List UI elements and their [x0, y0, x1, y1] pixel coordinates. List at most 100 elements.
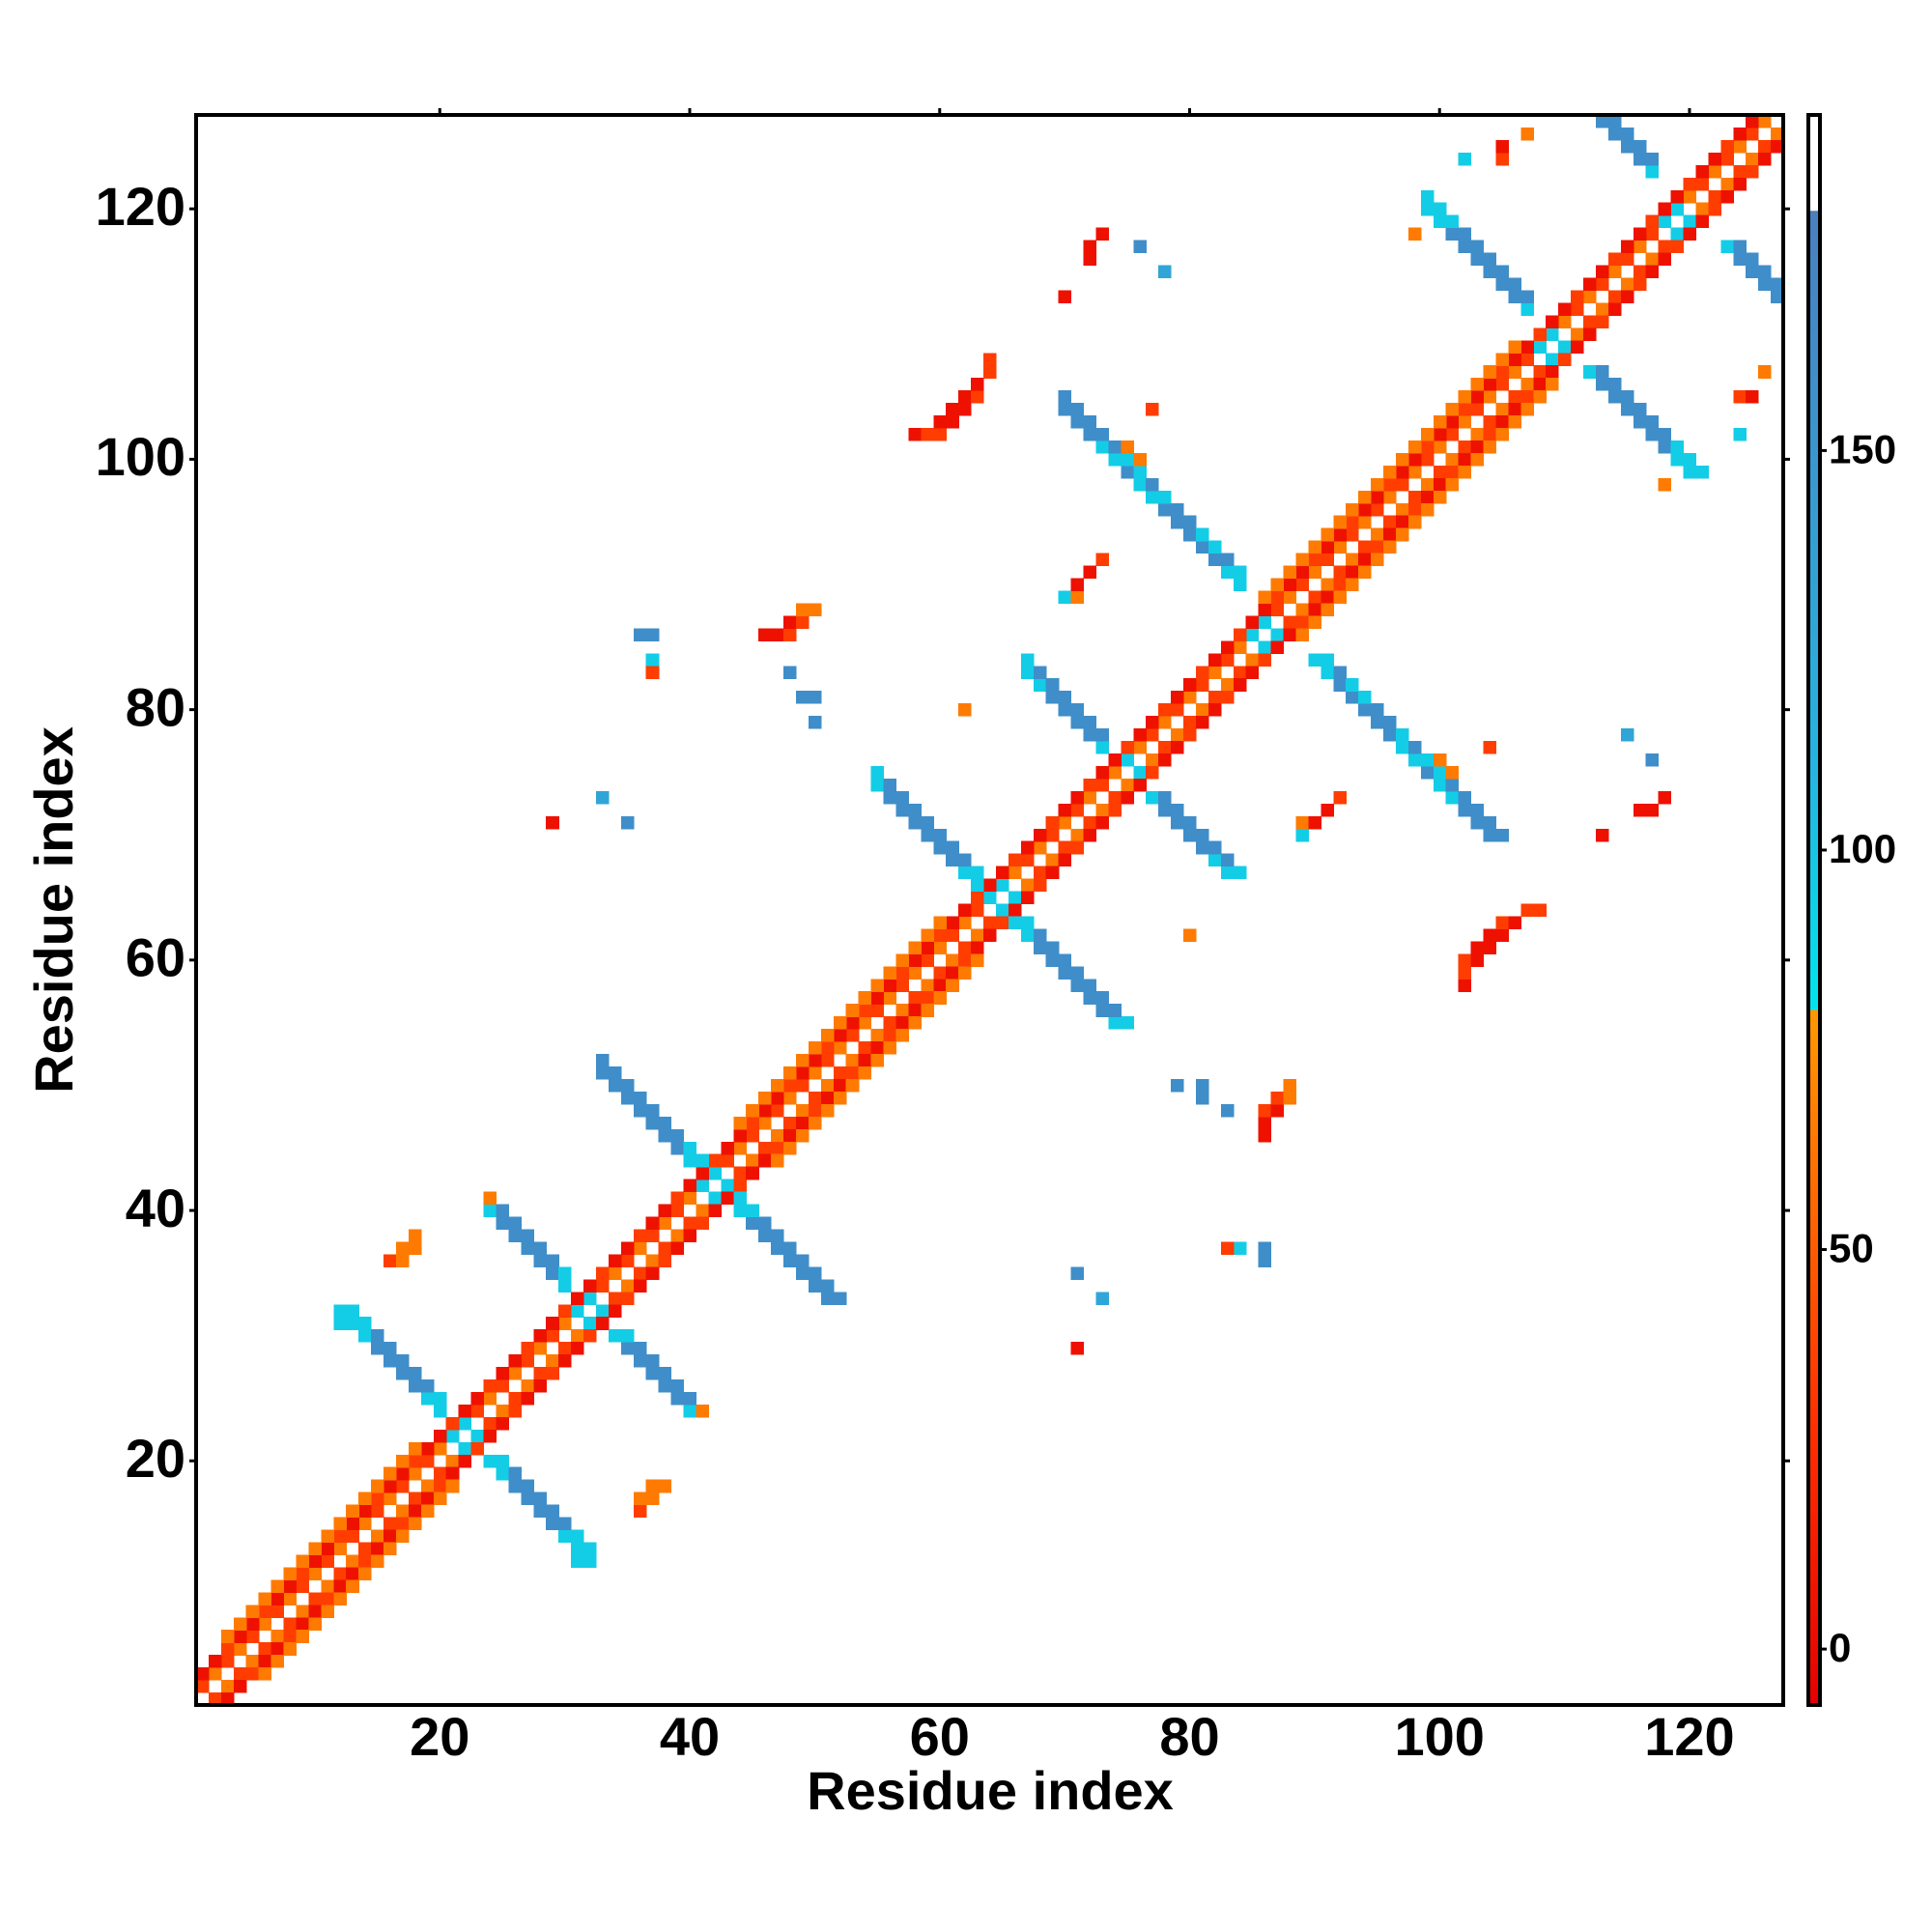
heatmap-cell [1445, 428, 1460, 441]
heatmap-cell [1095, 741, 1110, 754]
heatmap-cell [1070, 403, 1085, 416]
heatmap-cell [870, 778, 885, 792]
heatmap-cell [1533, 903, 1547, 918]
heatmap-cell [533, 1504, 547, 1519]
heatmap-cell [1620, 240, 1634, 254]
heatmap-cell [1595, 115, 1609, 128]
heatmap-cell [1695, 164, 1709, 179]
heatmap-cell [1470, 953, 1485, 967]
heatmap-cell [1058, 290, 1072, 304]
heatmap-cell [1220, 1241, 1235, 1256]
heatmap-cell [1083, 428, 1097, 441]
heatmap-cell [1771, 277, 1784, 292]
heatmap-cell [1645, 227, 1660, 242]
heatmap-cell [971, 390, 984, 404]
heatmap-cell [1746, 127, 1759, 141]
heatmap-cell [1333, 565, 1347, 580]
heatmap-cell [346, 1317, 359, 1330]
heatmap-cell [1058, 953, 1072, 967]
heatmap-cell [1308, 540, 1321, 554]
heatmap-cell [1308, 815, 1321, 830]
heatmap-cell [721, 1179, 734, 1193]
heatmap-cell [1171, 515, 1184, 529]
heatmap-cell [1033, 666, 1047, 679]
heatmap-cell [433, 1466, 447, 1481]
heatmap-cell [820, 1292, 835, 1305]
heatmap-cell [795, 691, 810, 704]
heatmap-cell [858, 1041, 872, 1055]
heatmap-cell [808, 1066, 822, 1080]
heatmap-cell [384, 1342, 397, 1355]
heatmap-cell [1321, 653, 1334, 667]
heatmap-cell [558, 1517, 572, 1531]
heatmap-cell [1508, 415, 1521, 429]
heatmap-cell [795, 1078, 810, 1093]
heatmap-cell [683, 1141, 697, 1155]
heatmap-cell [283, 1617, 298, 1631]
heatmap-cell [1308, 615, 1321, 629]
heatmap-cell [496, 1379, 510, 1393]
heatmap-cell [1620, 403, 1634, 416]
heatmap-cell [1333, 515, 1347, 529]
heatmap-cell [1420, 490, 1435, 504]
y-tick-label: 120 [96, 176, 185, 237]
heatmap-cell [1483, 390, 1497, 404]
heatmap-cell [1420, 477, 1435, 492]
heatmap-cell [633, 1103, 647, 1118]
heatmap-cell [1108, 1004, 1122, 1017]
heatmap-cell [1233, 678, 1247, 692]
heatmap-cell [1458, 966, 1472, 980]
heatmap-cell [358, 1567, 372, 1580]
heatmap-cell [1458, 440, 1472, 454]
heatmap-cell [1407, 741, 1422, 754]
heatmap-cell [433, 1391, 447, 1406]
colorbar-tick-label: 50 [1829, 1226, 1874, 1271]
heatmap-cell [1308, 653, 1321, 667]
heatmap-cell [1171, 502, 1184, 517]
heatmap-cell [1483, 252, 1497, 267]
y-axis-title: Residue index [23, 726, 84, 1094]
heatmap-cell [883, 790, 897, 805]
heatmap-cell [1670, 202, 1685, 216]
plot-frame [194, 113, 1785, 1707]
heatmap-cell [946, 953, 959, 967]
heatmap-cell [558, 1342, 572, 1355]
heatmap-cell [445, 1429, 460, 1443]
heatmap-cell [633, 1229, 647, 1243]
heatmap-cell [633, 628, 647, 641]
heatmap-cell [546, 815, 559, 830]
heatmap-cell [733, 1179, 747, 1193]
heatmap-cell [1720, 152, 1734, 166]
heatmap-cell [1095, 553, 1110, 567]
heatmap-cell [270, 1630, 285, 1643]
heatmap-cell [1070, 979, 1085, 992]
heatmap-cell [645, 1116, 660, 1130]
heatmap-cell [670, 1391, 685, 1406]
heatmap-cell [1133, 741, 1147, 754]
heatmap-cell [1607, 290, 1622, 304]
heatmap-cell [196, 1680, 210, 1693]
heatmap-cell [971, 941, 984, 954]
heatmap-cell [1620, 139, 1634, 154]
heatmap-cell [1283, 1078, 1297, 1093]
heatmap-cell [371, 1529, 384, 1544]
x-tick-label: 20 [410, 1706, 469, 1767]
heatmap-cell [595, 1279, 610, 1293]
heatmap-cell [333, 1542, 347, 1556]
heatmap-cell [1607, 115, 1622, 128]
heatmap-cell [795, 1066, 810, 1080]
heatmap-cell [1420, 502, 1435, 517]
heatmap-cell [533, 1329, 547, 1343]
heatmap-cell [1346, 691, 1359, 704]
heatmap-cell [1146, 765, 1159, 780]
heatmap-cell [783, 615, 797, 629]
heatmap-cell [1595, 828, 1609, 842]
heatmap-cell [1083, 991, 1097, 1005]
heatmap-cell [1371, 477, 1384, 492]
heatmap-cell [633, 1492, 647, 1506]
heatmap-cell [1420, 428, 1435, 441]
heatmap-cell [746, 1166, 759, 1180]
heatmap-cell [1546, 365, 1559, 379]
heatmap-cell [1321, 578, 1334, 592]
heatmap-cell [308, 1542, 322, 1556]
